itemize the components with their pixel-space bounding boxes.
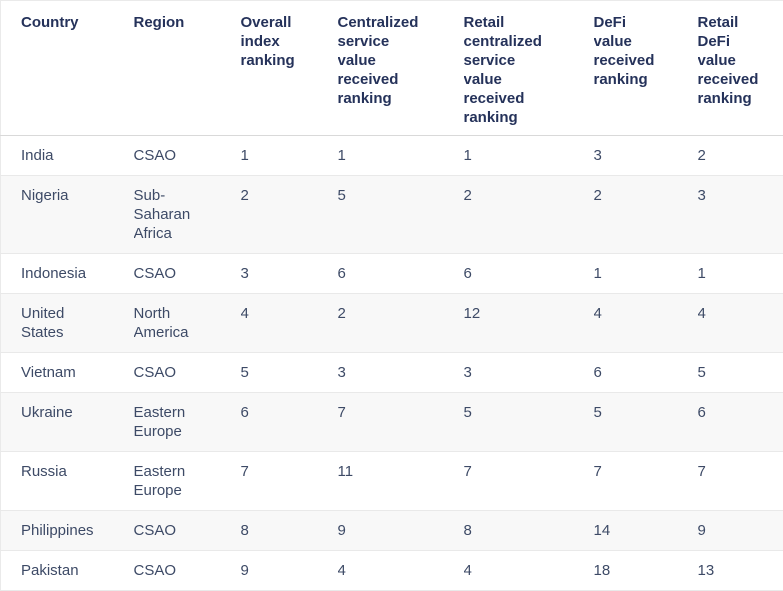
cell-retail-centralized-service-ranking: 5 <box>464 393 594 452</box>
cell-country: Nigeria <box>1 176 134 254</box>
cell-region: CSAO <box>134 136 241 176</box>
cell-centralized-service-ranking: 9 <box>338 511 464 551</box>
cell-country: India <box>1 136 134 176</box>
cell-retail-centralized-service-ranking: 12 <box>464 294 594 353</box>
cell-centralized-service-ranking: 2 <box>338 294 464 353</box>
cell-retail-defi-value-ranking: 2 <box>698 136 783 176</box>
cell-defi-value-ranking: 1 <box>594 254 698 294</box>
cell-defi-value-ranking: 2 <box>594 176 698 254</box>
cell-retail-defi-value-ranking: 6 <box>698 393 783 452</box>
cell-overall-index-ranking: 4 <box>241 294 338 353</box>
cell-overall-index-ranking: 6 <box>241 393 338 452</box>
header-cell-country: Country <box>1 1 134 136</box>
cell-defi-value-ranking: 7 <box>594 452 698 511</box>
table-row: Ukraine Eastern Europe 6 7 5 5 6 <box>1 393 783 452</box>
cell-retail-centralized-service-ranking: 3 <box>464 353 594 393</box>
cell-country: Vietnam <box>1 353 134 393</box>
cell-overall-index-ranking: 9 <box>241 551 338 591</box>
cell-retail-centralized-service-ranking: 7 <box>464 452 594 511</box>
cell-country: United States <box>1 294 134 353</box>
cell-defi-value-ranking: 14 <box>594 511 698 551</box>
cell-overall-index-ranking: 2 <box>241 176 338 254</box>
cell-retail-centralized-service-ranking: 1 <box>464 136 594 176</box>
table-row: Pakistan CSAO 9 4 4 18 13 <box>1 551 783 591</box>
table-row: Russia Eastern Europe 7 11 7 7 7 <box>1 452 783 511</box>
header-cell-overall-index-ranking: Overall index ranking <box>241 1 338 136</box>
cell-region: Eastern Europe <box>134 452 241 511</box>
header-cell-region: Region <box>134 1 241 136</box>
header-cell-centralized-service-ranking: Centralized service value received ranki… <box>338 1 464 136</box>
cell-retail-defi-value-ranking: 4 <box>698 294 783 353</box>
cell-region: North America <box>134 294 241 353</box>
table-row: Vietnam CSAO 5 3 3 6 5 <box>1 353 783 393</box>
cell-country: Pakistan <box>1 551 134 591</box>
cell-retail-centralized-service-ranking: 8 <box>464 511 594 551</box>
table-row: India CSAO 1 1 1 3 2 <box>1 136 783 176</box>
cell-defi-value-ranking: 5 <box>594 393 698 452</box>
cell-defi-value-ranking: 6 <box>594 353 698 393</box>
cell-retail-defi-value-ranking: 9 <box>698 511 783 551</box>
cell-country: Philippines <box>1 511 134 551</box>
cell-defi-value-ranking: 18 <box>594 551 698 591</box>
cell-centralized-service-ranking: 1 <box>338 136 464 176</box>
cell-region: CSAO <box>134 353 241 393</box>
cell-retail-defi-value-ranking: 5 <box>698 353 783 393</box>
cell-region: Eastern Europe <box>134 393 241 452</box>
cell-centralized-service-ranking: 3 <box>338 353 464 393</box>
cell-centralized-service-ranking: 4 <box>338 551 464 591</box>
cell-country: Ukraine <box>1 393 134 452</box>
cell-centralized-service-ranking: 5 <box>338 176 464 254</box>
cell-region: Sub- Saharan Africa <box>134 176 241 254</box>
table-row: Indonesia CSAO 3 6 6 1 1 <box>1 254 783 294</box>
cell-region: CSAO <box>134 551 241 591</box>
header-cell-retail-defi-value-ranking: Retail DeFi value received ranking <box>698 1 783 136</box>
cell-centralized-service-ranking: 7 <box>338 393 464 452</box>
table-row: Nigeria Sub- Saharan Africa 2 5 2 2 3 <box>1 176 783 254</box>
header-cell-defi-value-ranking: DeFi value received ranking <box>594 1 698 136</box>
cell-defi-value-ranking: 3 <box>594 136 698 176</box>
cell-country: Russia <box>1 452 134 511</box>
cell-centralized-service-ranking: 6 <box>338 254 464 294</box>
table-header-row: Country Region Overall index ranking Cen… <box>1 1 783 136</box>
cell-retail-centralized-service-ranking: 6 <box>464 254 594 294</box>
cell-overall-index-ranking: 7 <box>241 452 338 511</box>
cell-overall-index-ranking: 3 <box>241 254 338 294</box>
cell-retail-defi-value-ranking: 7 <box>698 452 783 511</box>
cell-overall-index-ranking: 1 <box>241 136 338 176</box>
cell-region: CSAO <box>134 511 241 551</box>
cell-defi-value-ranking: 4 <box>594 294 698 353</box>
cell-overall-index-ranking: 5 <box>241 353 338 393</box>
cell-retail-defi-value-ranking: 1 <box>698 254 783 294</box>
cell-retail-defi-value-ranking: 13 <box>698 551 783 591</box>
table-row: United States North America 4 2 12 4 4 <box>1 294 783 353</box>
table-row: Philippines CSAO 8 9 8 14 9 <box>1 511 783 551</box>
cell-centralized-service-ranking: 11 <box>338 452 464 511</box>
cell-overall-index-ranking: 8 <box>241 511 338 551</box>
cell-retail-centralized-service-ranking: 4 <box>464 551 594 591</box>
cell-region: CSAO <box>134 254 241 294</box>
cell-retail-defi-value-ranking: 3 <box>698 176 783 254</box>
header-cell-retail-centralized-service-ranking: Retail centralized service value receive… <box>464 1 594 136</box>
cell-country: Indonesia <box>1 254 134 294</box>
cell-retail-centralized-service-ranking: 2 <box>464 176 594 254</box>
